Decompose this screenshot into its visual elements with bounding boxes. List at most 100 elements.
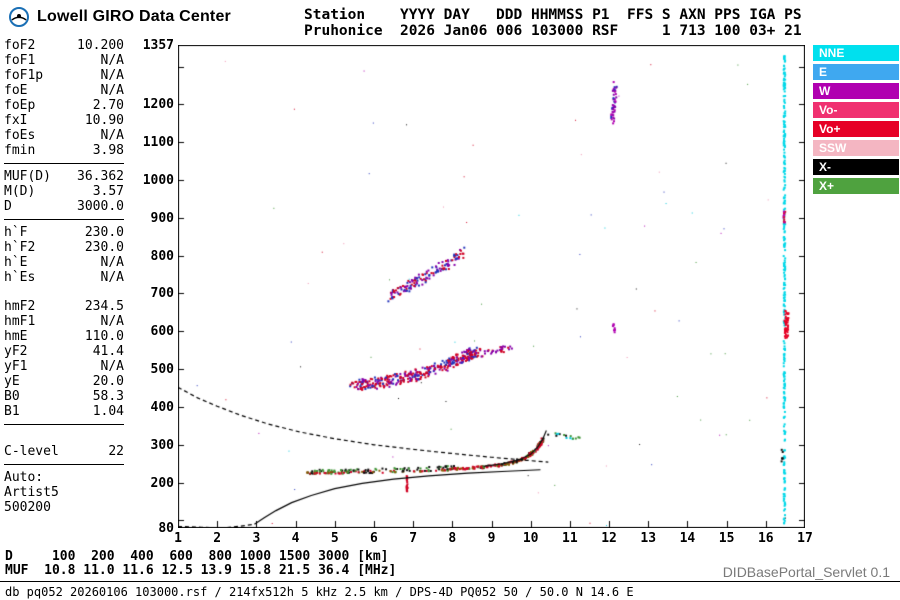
param-label: 500200 xyxy=(4,500,51,515)
param-label: fxI xyxy=(4,113,28,128)
param-value: 22 xyxy=(108,444,124,459)
param-label: Artist5 xyxy=(4,485,59,500)
y-axis-tick-label: 200 xyxy=(150,475,174,491)
legend-item-nne: NNE xyxy=(813,45,899,61)
y-axis-tick-label: 800 xyxy=(150,248,174,264)
param-row-hf: h`F 230.0 xyxy=(4,225,124,240)
station-header: Station YYYY DAY DDD HHMMSS P1 FFS S AXN… xyxy=(304,7,802,39)
ionogram-plot xyxy=(178,45,805,528)
d-distance-row: D 100 200 400 600 800 1000 1500 3000 [km… xyxy=(5,549,389,564)
param-row-hmf2: hmF2 234.5 xyxy=(4,299,124,314)
param-row-500200: 500200 xyxy=(4,500,124,515)
legend-item-w: W xyxy=(813,83,899,99)
param-row-fxi: fxI 10.90 xyxy=(4,113,124,128)
param-value: N/A xyxy=(100,314,124,329)
param-row-hme: hmE 110.0 xyxy=(4,329,124,344)
param-row-foe: foE N/A xyxy=(4,83,124,98)
param-label: yF2 xyxy=(4,344,28,359)
x-axis-tick-label: 11 xyxy=(562,531,578,546)
y-axis-tick-label: 1200 xyxy=(142,97,174,113)
y-axis-tick-label: 900 xyxy=(150,210,174,226)
brand-title: Lowell GIRO Data Center xyxy=(37,8,231,25)
param-label: hmF2 xyxy=(4,299,36,314)
param-value: N/A xyxy=(100,83,124,98)
param-row-fof2: foF2 10.200 xyxy=(4,38,124,53)
param-label: foEp xyxy=(4,98,36,113)
x-axis-tick-label: 16 xyxy=(757,531,774,546)
param-value: 10.200 xyxy=(77,38,124,53)
x-axis-tick-label: 13 xyxy=(640,531,657,546)
param-value: 3.57 xyxy=(92,184,124,199)
param-label: B1 xyxy=(4,404,20,419)
param-row-d: D 3000.0 xyxy=(4,199,124,214)
param-value: 1.04 xyxy=(92,404,124,419)
x-axis-tick-label: 17 xyxy=(797,531,813,546)
param-value: 230.0 xyxy=(84,240,124,255)
y-axis-tick-label: 1100 xyxy=(142,135,174,151)
param-label: foEs xyxy=(4,128,36,143)
param-row-yf1: yF1 N/A xyxy=(4,359,124,374)
y-axis-tick-label: 1000 xyxy=(142,173,174,189)
x-axis-tick-label: 4 xyxy=(291,531,300,546)
footer-divider xyxy=(0,581,900,582)
param-value: 10.90 xyxy=(84,113,124,128)
param-value: N/A xyxy=(100,128,124,143)
param-label: foE xyxy=(4,83,28,98)
param-row-clevel: C-level 22 xyxy=(4,444,124,459)
param-label: hmE xyxy=(4,329,28,344)
param-row-ye: yE 20.0 xyxy=(4,374,124,389)
param-value: 110.0 xyxy=(84,329,124,344)
lowell-giro-logo-icon xyxy=(9,7,29,27)
param-label: foF2 xyxy=(4,38,36,53)
legend-item-x: X+ xyxy=(813,178,899,194)
param-value: 3.98 xyxy=(92,143,124,158)
panel-divider xyxy=(4,163,124,164)
x-axis-tick-label: 14 xyxy=(679,531,696,546)
param-row-foes: foEs N/A xyxy=(4,128,124,143)
direction-legend: NNE E W Vo- Vo+ SSW X- X+ xyxy=(813,45,899,197)
brand: Lowell GIRO Data Center xyxy=(8,6,231,28)
servlet-version-label: DIDBasePortal_Servlet 0.1 xyxy=(722,564,890,580)
y-axis-tick-label: 700 xyxy=(150,286,174,302)
param-row-yf2: yF2 41.4 xyxy=(4,344,124,359)
param-label: C-level xyxy=(4,444,59,459)
param-row-hes: h`Es N/A xyxy=(4,270,124,285)
x-axis-tick-label: 3 xyxy=(252,531,261,546)
param-row-mufd: MUF(D) 36.362 xyxy=(4,169,124,184)
param-label: MUF(D) xyxy=(4,169,51,184)
ionogram-canvas xyxy=(178,45,805,528)
param-value: N/A xyxy=(100,359,124,374)
param-label: M(D) xyxy=(4,184,36,199)
param-label: hmF1 xyxy=(4,314,36,329)
y-axis-tick-label: 400 xyxy=(150,399,174,415)
y-axis-tick-label: 80 xyxy=(158,521,174,536)
legend-item-e: E xyxy=(813,64,899,80)
param-label: h`Es xyxy=(4,270,36,285)
y-axis-tick-label: 300 xyxy=(150,437,174,453)
param-row-foep: foEp 2.70 xyxy=(4,98,124,113)
legend-item-vo: Vo- xyxy=(813,102,899,118)
x-axis-tick-label: 8 xyxy=(448,531,457,546)
param-label: foF1p xyxy=(4,68,44,83)
station-header-values: Pruhonice 2026 Jan06 006 103000 RSF 1 71… xyxy=(304,23,802,39)
y-axis-tick-label: 600 xyxy=(150,324,174,340)
param-value: N/A xyxy=(100,270,124,285)
param-value: N/A xyxy=(100,255,124,270)
param-label: yF1 xyxy=(4,359,28,374)
legend-item-ssw: SSW xyxy=(813,140,899,156)
y-axis-tick-label: 1357 xyxy=(142,38,174,53)
param-row-b0: B0 58.3 xyxy=(4,389,124,404)
param-row-artist5: Artist5 xyxy=(4,485,124,500)
param-row-md: M(D) 3.57 xyxy=(4,184,124,199)
param-label: B0 xyxy=(4,389,20,404)
x-axis-tick-label: 12 xyxy=(601,531,617,546)
x-axis-tick-label: 2 xyxy=(213,531,222,546)
param-row-fof1p: foF1p N/A xyxy=(4,68,124,83)
x-axis-tick-label: 5 xyxy=(330,531,339,546)
param-value: 58.3 xyxy=(92,389,124,404)
param-value: N/A xyxy=(100,68,124,83)
legend-item-vo: Vo+ xyxy=(813,121,899,137)
param-row-b1: B1 1.04 xyxy=(4,404,124,419)
station-header-columns: Station YYYY DAY DDD HHMMSS P1 FFS S AXN… xyxy=(304,7,802,23)
param-label: h`F2 xyxy=(4,240,36,255)
